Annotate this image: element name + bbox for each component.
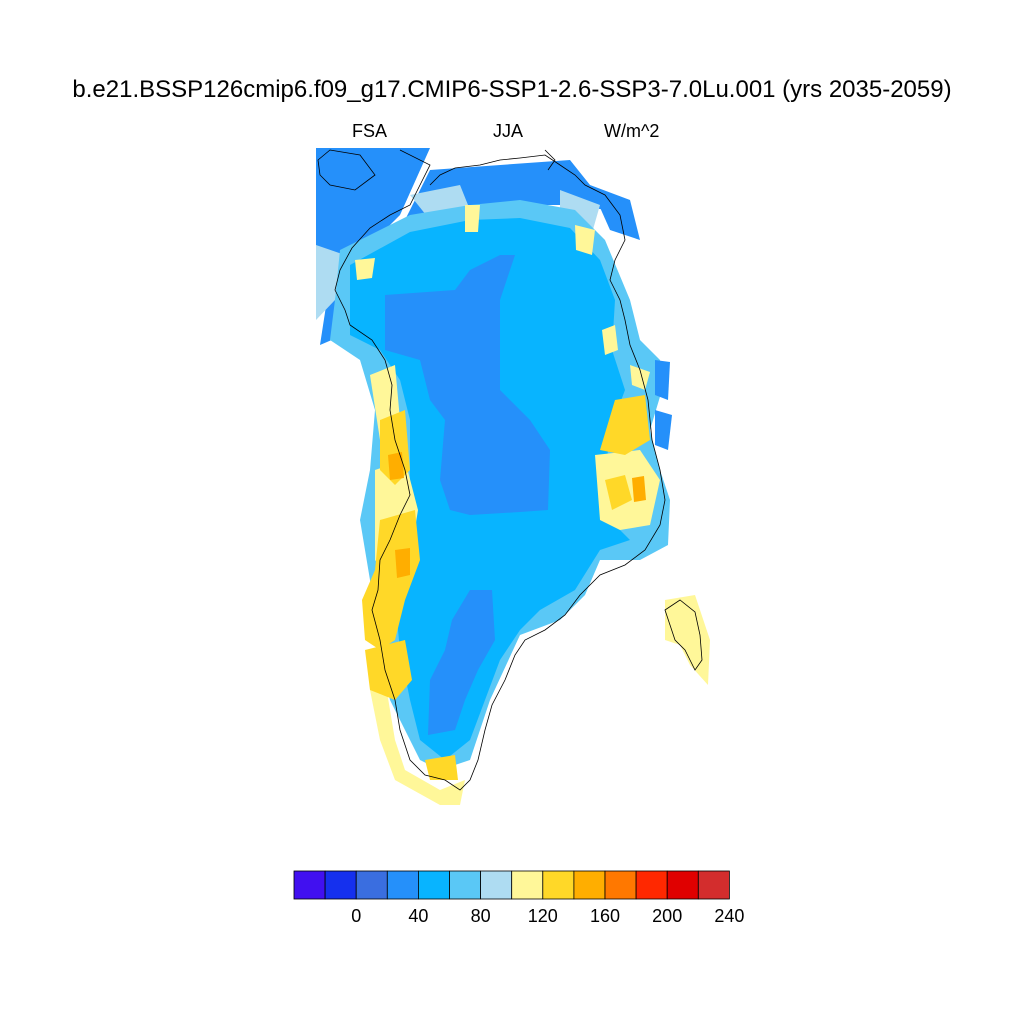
variable-label: FSA (352, 121, 388, 141)
colorbar-tick-label: 40 (408, 906, 428, 926)
colorbar-box (324, 870, 357, 900)
colorbar-box (542, 870, 575, 900)
cells-east-blue (655, 360, 672, 450)
cells-ice-center (385, 255, 550, 735)
colorbar-box (697, 870, 730, 900)
colorbar-tick-label: 240 (714, 906, 744, 926)
colorbar-tick-label: 160 (590, 906, 620, 926)
colorbar-box (449, 870, 482, 900)
units-label: W/m^2 (604, 121, 660, 141)
colorbar-tick-label: 120 (528, 906, 558, 926)
colorbar-tick-label: 80 (471, 906, 491, 926)
colorbar-box (635, 870, 668, 900)
coastline (317, 149, 703, 791)
colorbar-tick-label: 200 (652, 906, 682, 926)
cells-orange (388, 452, 646, 578)
chart-title: b.e21.BSSP126cmip6.f09_g17.CMIP6-SSP1-2.… (72, 76, 952, 103)
colorbar-box (666, 870, 699, 900)
colorbar-box (355, 870, 388, 900)
colorbar-box (573, 870, 606, 900)
colorbar-tick-label: 0 (351, 906, 361, 926)
colorbar-box (511, 870, 544, 900)
colorbar-box (480, 870, 513, 900)
colorbar-box (417, 870, 450, 900)
colorbar-box (604, 870, 637, 900)
colorbar-box (293, 870, 326, 900)
colorbar-box (386, 870, 419, 900)
season-label: JJA (493, 121, 524, 141)
